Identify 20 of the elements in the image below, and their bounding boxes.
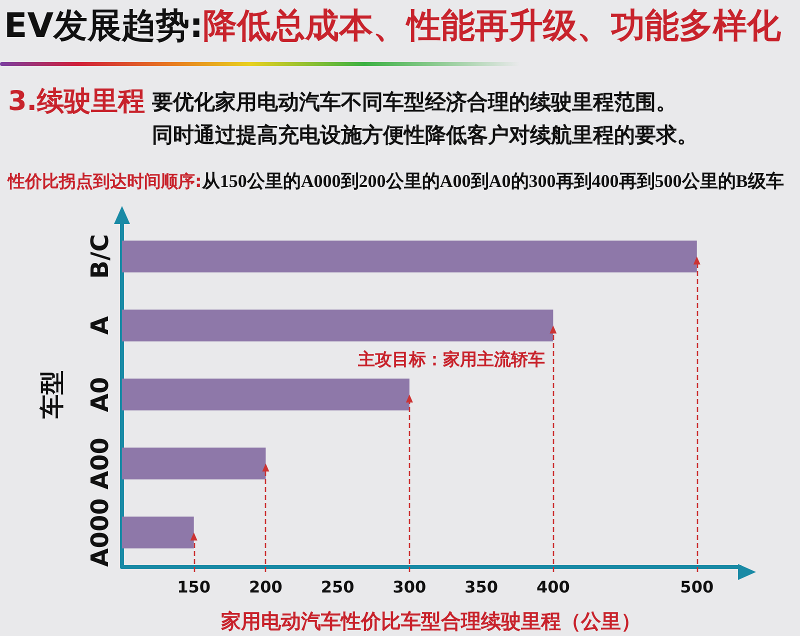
y-tick-label: A00 [86,438,114,490]
y-tick-label: A0 [86,376,114,412]
x-tick-label: 400 [536,578,570,596]
y-tick-label: A [86,316,114,335]
x-tick-label: 500 [680,578,714,596]
x-tick-label: 250 [320,578,354,596]
text: 要优化家用电动汽车不同车型经济合理的续驶里程范围。 [152,89,677,116]
x-axis-title: 家用电动汽车性价比车型合理续驶里程（公里） [220,609,641,633]
annotation: 主攻目标：家用主流轿车 [357,350,546,370]
chart-title: EV发展趋势:降低总成本、性能再升级、功能多样化 [4,6,782,46]
chart-subtitle: 3.续驶里程 [8,85,146,119]
y-tick-label: B/C [86,234,114,279]
text: 同时通过提高充电设施方便性降低客户对续航里程的要求。 [152,122,698,149]
x-tick-label: 300 [392,578,426,596]
y-axis-title: 车型 [38,370,66,420]
x-tick-label: 200 [249,578,282,596]
text: 性价比拐点到达时间顺序:从150公里的A000到200公里的A00到A0的300再到400再到500公里的B级车 [8,171,784,192]
x-tick-label: 150 [177,578,211,596]
x-tick-label: 350 [464,578,498,596]
y-tick-label: A000 [86,498,114,567]
